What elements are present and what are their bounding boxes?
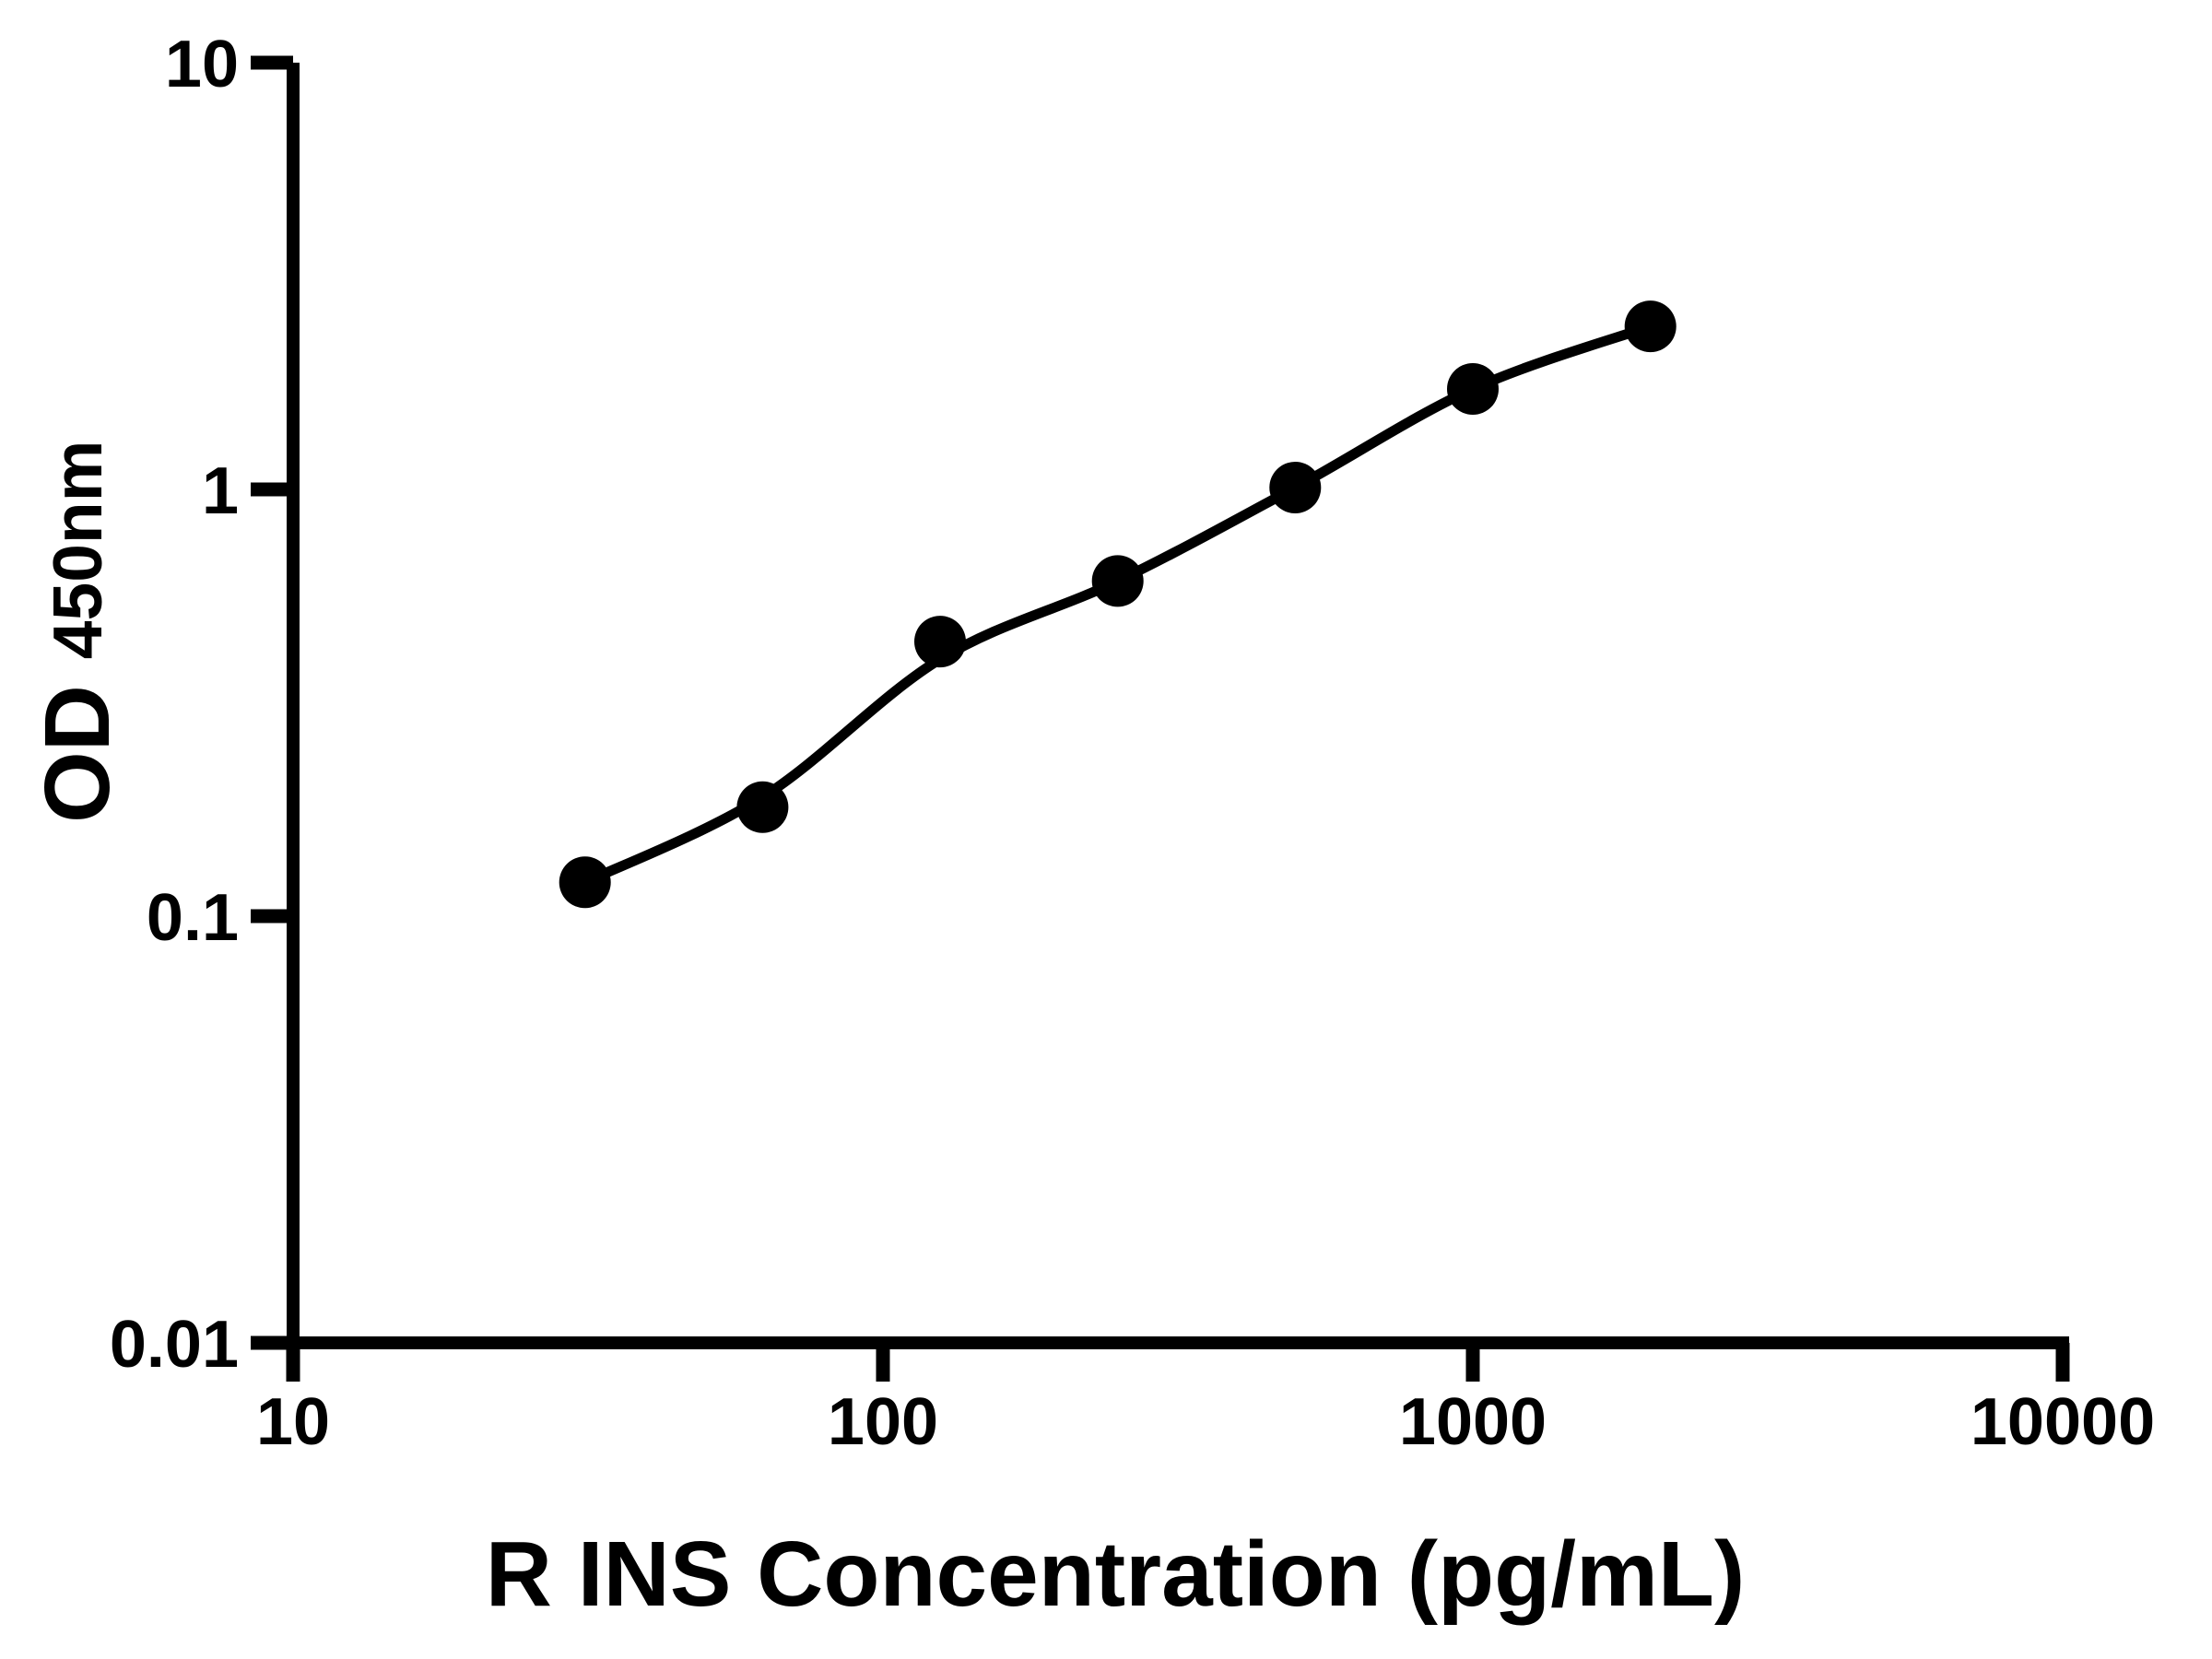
x-tick-label: 1000 [1399,1385,1547,1459]
y-axis-title-main: OD [26,685,129,823]
data-point [914,616,966,668]
data-point [1269,462,1322,513]
data-point [1624,300,1677,353]
y-axis-title: OD 450nm [26,441,129,823]
x-tick-label: 100 [828,1385,938,1459]
x-tick-label: 10 [256,1385,330,1459]
data-point [1447,363,1499,415]
y-tick-label: 1 [202,454,239,528]
x-axis-title: R INS Concentration (pg/mL) [486,1523,1746,1626]
y-axis-title-subscript: 450nm [39,441,116,660]
data-points [559,300,1677,909]
x-tick-label: 10000 [1971,1385,2155,1459]
axes [287,63,2069,1349]
tick-marks-and-labels: 10 100 1000 10000 10 1 0.1 0.01 [110,28,2155,1459]
data-point [559,856,611,909]
y-tick-label: 0.1 [147,881,239,955]
y-tick-label: 0.01 [110,1308,239,1382]
data-point [736,781,789,833]
y-tick-label: 10 [165,28,239,101]
data-point [1091,555,1144,607]
